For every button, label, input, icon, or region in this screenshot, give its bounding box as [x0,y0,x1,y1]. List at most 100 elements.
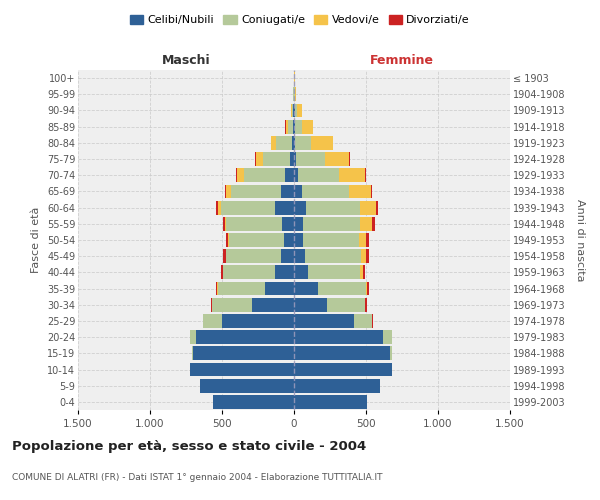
Bar [360,266,363,280]
Bar [190,330,196,344]
Bar [203,314,222,328]
Bar [383,330,392,344]
Bar [271,136,276,149]
Bar [291,104,292,118]
Bar [371,184,373,198]
Bar [365,168,366,182]
Bar [295,88,296,101]
Bar [295,136,311,149]
Y-axis label: Anni di nascita: Anni di nascita [575,198,585,281]
Bar [296,152,325,166]
Bar [355,314,372,328]
Bar [284,233,294,247]
Bar [294,104,295,118]
Bar [319,282,366,296]
Bar [294,136,295,149]
Bar [295,104,297,118]
Bar [226,233,229,247]
Bar [263,152,290,166]
Bar [302,217,360,230]
Bar [286,168,294,182]
Bar [366,282,367,296]
Bar [298,168,338,182]
Bar [244,168,286,182]
Bar [359,233,366,247]
Bar [302,184,349,198]
Bar [236,168,237,182]
Bar [288,120,293,134]
Bar [372,314,373,328]
Bar [229,233,284,247]
Bar [212,298,252,312]
Bar [256,152,263,166]
Bar [275,200,294,214]
Bar [302,233,359,247]
Bar [305,200,360,214]
Bar [308,266,360,280]
Bar [302,120,313,134]
Bar [283,217,294,230]
Bar [294,282,319,296]
Bar [193,346,294,360]
Bar [360,217,372,230]
Bar [294,233,302,247]
Bar [349,184,371,198]
Bar [294,362,392,376]
Bar [252,298,294,312]
Bar [226,184,230,198]
Text: Popolazione per età, sesso e stato civile - 2004: Popolazione per età, sesso e stato civil… [12,440,366,453]
Bar [200,379,294,392]
Bar [294,184,302,198]
Bar [214,395,294,409]
Bar [294,330,383,344]
Bar [223,250,226,263]
Bar [222,314,294,328]
Bar [190,362,294,376]
Bar [230,184,281,198]
Bar [265,282,294,296]
Bar [294,314,355,328]
Bar [349,152,350,166]
Bar [294,152,296,166]
Bar [294,395,367,409]
Bar [294,266,308,280]
Bar [225,217,226,230]
Bar [255,152,256,166]
Bar [226,217,283,230]
Bar [237,168,244,182]
Bar [367,282,369,296]
Bar [365,298,367,312]
Bar [223,217,225,230]
Bar [294,346,391,360]
Bar [226,250,281,263]
Bar [292,104,293,118]
Bar [218,200,221,214]
Bar [327,298,365,312]
Bar [325,152,349,166]
Bar [293,104,294,118]
Bar [366,233,369,247]
Bar [275,266,294,280]
Bar [221,266,223,280]
Bar [294,200,305,214]
Bar [223,266,275,280]
Bar [294,120,295,134]
Bar [311,136,333,149]
Bar [225,184,226,198]
Bar [293,120,294,134]
Bar [305,250,361,263]
Bar [216,282,217,296]
Bar [196,330,294,344]
Bar [294,298,327,312]
Bar [276,136,292,149]
Bar [218,282,265,296]
Bar [372,217,374,230]
Bar [360,200,376,214]
Bar [216,200,218,214]
Legend: Celibi/Nubili, Coniugati/e, Vedovi/e, Divorziati/e: Celibi/Nubili, Coniugati/e, Vedovi/e, Di… [125,10,475,30]
Text: Maschi: Maschi [161,54,211,67]
Bar [297,104,302,118]
Bar [294,379,380,392]
Bar [294,217,302,230]
Bar [290,152,294,166]
